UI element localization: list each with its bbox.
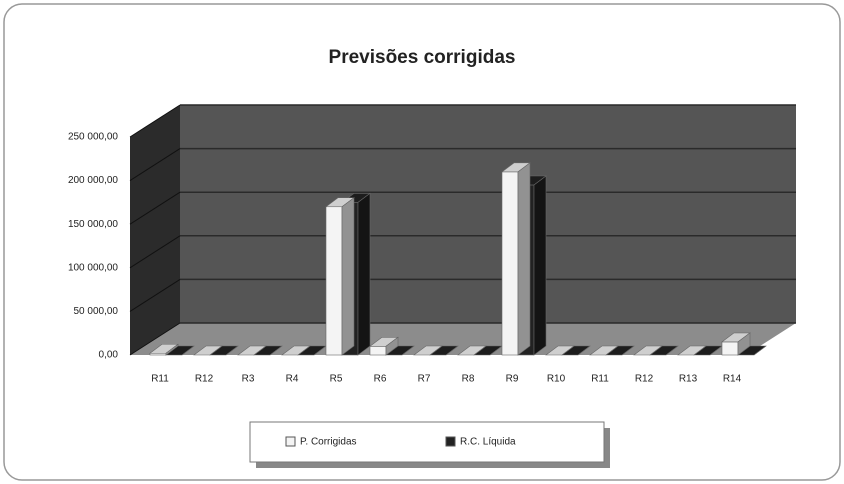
- chart-title: Previsões corrigidas: [329, 47, 516, 68]
- bar-side: [225, 345, 239, 356]
- legend: [249, 421, 605, 463]
- grid-line-side: [129, 148, 181, 182]
- bar-front: [721, 341, 739, 356]
- plot-area: [129, 104, 796, 356]
- y-tick-label: 50 000,00: [74, 306, 119, 317]
- grid-line-side: [129, 278, 181, 312]
- bar: [369, 336, 399, 356]
- bar: [237, 345, 267, 356]
- bar-side: [605, 345, 619, 356]
- bar-side: [561, 345, 575, 356]
- bar-side: [341, 197, 355, 356]
- x-tick-label: R13: [679, 374, 698, 385]
- grid-line-side: [129, 191, 181, 225]
- x-tick-label: R7: [418, 374, 431, 385]
- x-tick-label: R12: [195, 374, 214, 385]
- legend-label: P. Corrigidas: [300, 437, 357, 448]
- bar-side: [209, 345, 223, 356]
- legend-swatch: [445, 436, 456, 447]
- x-tick-label: R14: [723, 374, 742, 385]
- y-tick-label: 100 000,00: [68, 262, 118, 273]
- legend-label: R.C. Líquida: [460, 437, 516, 448]
- bar-side: [533, 175, 547, 356]
- x-tick-label: R11: [591, 374, 609, 385]
- bar-side: [445, 345, 459, 356]
- grid-line-side: [129, 104, 181, 138]
- bar-side: [165, 343, 179, 356]
- bar-side: [665, 345, 679, 356]
- x-tick-label: R5: [330, 374, 343, 385]
- y-tick-label: 150 000,00: [68, 219, 118, 230]
- bar: [193, 345, 223, 356]
- bar: [545, 345, 575, 356]
- bar-side: [385, 336, 399, 356]
- side-wall: [130, 105, 180, 355]
- bar-side: [253, 345, 267, 356]
- x-tick-label: R10: [547, 374, 566, 385]
- bar: [589, 345, 619, 356]
- x-tick-label: R4: [286, 374, 299, 385]
- x-tick-label: R12: [635, 374, 654, 385]
- bar-front: [369, 345, 387, 356]
- bar-side: [269, 345, 283, 356]
- y-tick-label: 0,00: [99, 350, 119, 361]
- bar-side: [517, 162, 531, 356]
- bar: [281, 345, 311, 356]
- y-tick-label: 250 000,00: [68, 132, 118, 143]
- bar: [721, 332, 751, 356]
- bar: [413, 345, 443, 356]
- bar: [501, 162, 531, 356]
- bar-side: [357, 192, 371, 356]
- bar: [633, 345, 663, 356]
- x-tick-label: R6: [374, 374, 387, 385]
- back-wall: [180, 105, 796, 323]
- bar-side: [297, 345, 311, 356]
- grid-line-side: [129, 322, 181, 356]
- bar-side: [753, 345, 767, 356]
- bar: [457, 345, 487, 356]
- x-tick-label: R11: [151, 374, 169, 385]
- legend-swatch: [285, 436, 296, 447]
- bar-front: [501, 171, 519, 356]
- bar-side: [429, 345, 443, 356]
- grid-line-side: [129, 235, 181, 269]
- bar-side: [577, 345, 591, 356]
- bar-side: [693, 345, 707, 356]
- bar-side: [621, 345, 635, 356]
- x-tick-label: R3: [242, 374, 255, 385]
- y-tick-label: 200 000,00: [68, 175, 118, 186]
- bar: [149, 343, 179, 356]
- bar-side: [401, 345, 415, 356]
- bar-side: [649, 345, 663, 356]
- bar-side: [181, 345, 195, 356]
- bar: [325, 197, 355, 356]
- bar-side: [737, 332, 751, 356]
- bar-side: [473, 345, 487, 356]
- x-tick-label: R9: [506, 374, 519, 385]
- x-tick-label: R8: [462, 374, 475, 385]
- bar-front: [325, 206, 343, 356]
- bar: [677, 345, 707, 356]
